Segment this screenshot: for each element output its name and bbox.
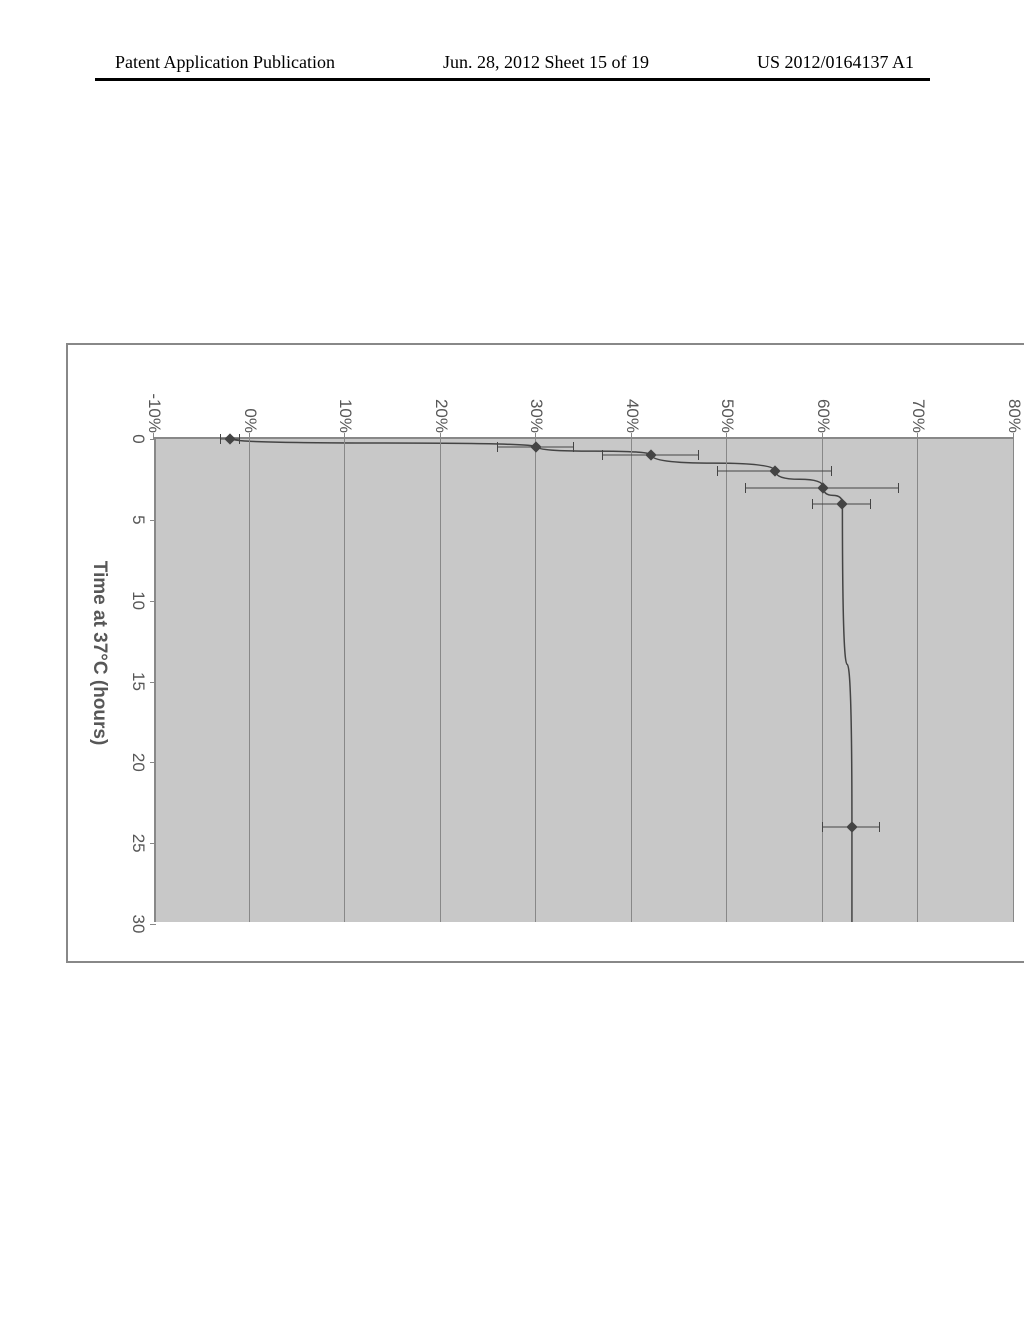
header-left: Patent Application Publication bbox=[115, 52, 335, 73]
error-cap bbox=[497, 442, 498, 452]
ytick-mark bbox=[726, 433, 727, 439]
data-line bbox=[156, 439, 1014, 922]
ytick-label: 40% bbox=[622, 399, 642, 433]
ytick-label: 80% bbox=[1004, 399, 1024, 433]
gridline bbox=[917, 439, 918, 922]
gridline bbox=[535, 439, 536, 922]
ytick-label: 30% bbox=[526, 399, 546, 433]
data-marker bbox=[846, 821, 857, 832]
error-cap bbox=[812, 499, 813, 509]
page-header: Patent Application Publication Jun. 28, … bbox=[0, 52, 1024, 73]
error-cap bbox=[717, 466, 718, 476]
xtick-label: 30 bbox=[128, 915, 148, 934]
plot-area: -10%0%10%20%30%40%50%60%70%80%0510152025… bbox=[154, 437, 1014, 922]
ytick-label: -10% bbox=[144, 393, 164, 433]
header-right: US 2012/0164137 A1 bbox=[757, 52, 914, 73]
data-marker bbox=[817, 482, 828, 493]
ytick-label: 10% bbox=[335, 399, 355, 433]
error-cap bbox=[698, 450, 699, 460]
xtick-mark bbox=[150, 682, 156, 683]
gridline bbox=[1013, 439, 1014, 922]
ytick-label: 0% bbox=[240, 408, 260, 433]
header-center: Jun. 28, 2012 Sheet 15 of 19 bbox=[443, 52, 649, 73]
error-cap bbox=[602, 450, 603, 460]
gridline bbox=[726, 439, 727, 922]
xtick-label: 10 bbox=[128, 591, 148, 610]
data-marker bbox=[769, 466, 780, 477]
ytick-mark bbox=[249, 433, 250, 439]
error-cap bbox=[831, 466, 832, 476]
data-marker bbox=[836, 498, 847, 509]
error-cap bbox=[745, 483, 746, 493]
ytick-mark bbox=[631, 433, 632, 439]
ytick-mark bbox=[535, 433, 536, 439]
ytick-mark bbox=[440, 433, 441, 439]
ytick-mark bbox=[917, 433, 918, 439]
xtick-label: 15 bbox=[128, 672, 148, 691]
error-cap bbox=[870, 499, 871, 509]
xtick-label: 5 bbox=[128, 515, 148, 524]
ytick-mark bbox=[344, 433, 345, 439]
ytick-label: 60% bbox=[813, 399, 833, 433]
x-axis-label: Time at 37°C (hours) bbox=[88, 561, 110, 746]
error-cap bbox=[898, 483, 899, 493]
chart-container: Internalization percentage Internalizati… bbox=[66, 343, 1024, 963]
gridline bbox=[631, 439, 632, 922]
gridline bbox=[249, 439, 250, 922]
error-cap bbox=[220, 434, 221, 444]
gridline bbox=[822, 439, 823, 922]
error-cap bbox=[879, 822, 880, 832]
xtick-mark bbox=[150, 843, 156, 844]
data-marker bbox=[225, 433, 236, 444]
ytick-mark bbox=[1013, 433, 1014, 439]
data-marker bbox=[645, 449, 656, 460]
xtick-label: 25 bbox=[128, 834, 148, 853]
ytick-mark bbox=[822, 433, 823, 439]
ytick-label: 50% bbox=[717, 399, 737, 433]
ytick-label: 70% bbox=[908, 399, 928, 433]
xtick-mark bbox=[150, 601, 156, 602]
data-marker bbox=[531, 441, 542, 452]
xtick-mark bbox=[150, 762, 156, 763]
xtick-mark bbox=[150, 924, 156, 925]
header-rule bbox=[95, 78, 930, 81]
error-cap bbox=[822, 822, 823, 832]
xtick-mark bbox=[150, 439, 156, 440]
xtick-mark bbox=[150, 520, 156, 521]
xtick-label: 20 bbox=[128, 753, 148, 772]
xtick-label: 0 bbox=[128, 434, 148, 443]
error-cap bbox=[239, 434, 240, 444]
gridline bbox=[440, 439, 441, 922]
error-cap bbox=[573, 442, 574, 452]
ytick-label: 20% bbox=[431, 399, 451, 433]
gridline bbox=[344, 439, 345, 922]
